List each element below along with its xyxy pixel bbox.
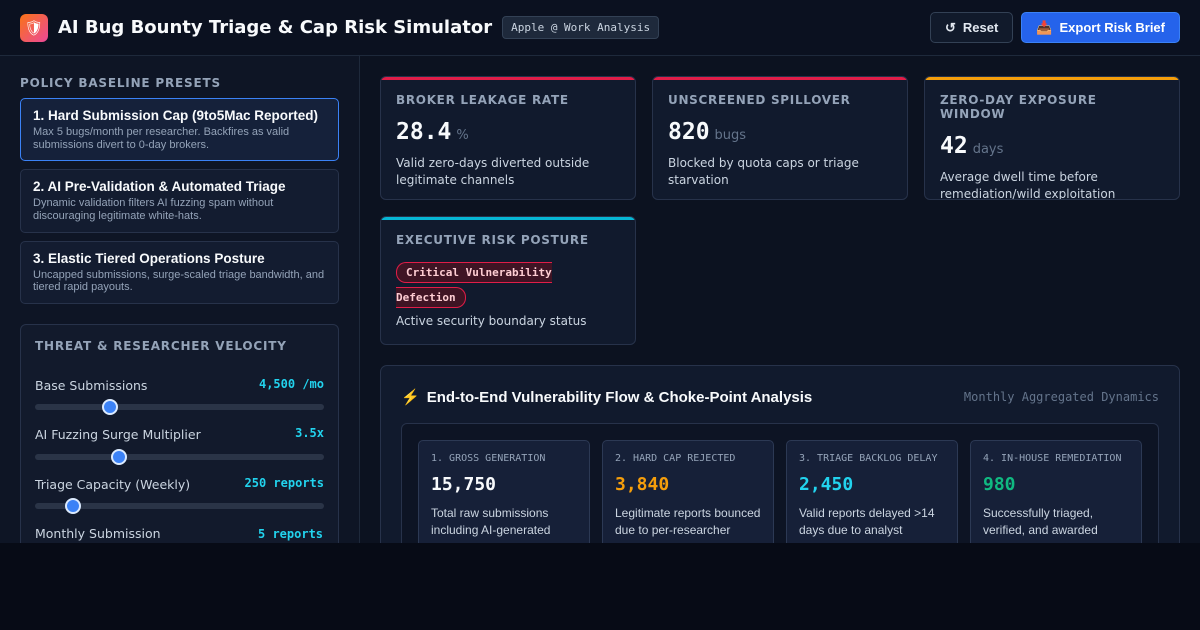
reset-button[interactable]: ↺ Reset — [930, 12, 1014, 43]
card-description: Active security boundary status — [396, 314, 587, 328]
header-bar: 🛡 AI Bug Bounty Triage & Cap Risk Simula… — [0, 0, 1200, 56]
reset-label: Reset — [962, 20, 999, 35]
shield-logo-icon: 🛡 — [20, 13, 48, 42]
preset-title: 2. AI Pre-Validation & Automated Triage — [33, 179, 286, 195]
stage-in-house-remediation: 4. IN-HOUSE REMEDIATION 980 Successfully… — [970, 440, 1142, 543]
vulnerability-flow-panel: ⚡ End-to-End Vulnerability Flow & Choke-… — [380, 365, 1180, 543]
triage-capacity-slider[interactable] — [35, 498, 324, 515]
preset-title: 1. Hard Submission Cap (9to5Mac Reported… — [33, 108, 319, 123]
stage-description: Successfully triaged, verified, and awar… — [983, 506, 1098, 543]
control-value: 250 reports — [244, 475, 324, 490]
card-description: Average dwell time before remediation/wi… — [940, 170, 1116, 200]
stage-description: Legitimate reports bounced due to per-re… — [615, 506, 761, 543]
velocity-panel: Threat & Researcher Velocity Base Submis… — [20, 323, 339, 543]
unscreened-spillover-value: 820 — [668, 119, 710, 145]
card-label: Executive Risk Posture — [396, 233, 589, 247]
preset-desc: Max 5 bugs/month per researcher. Backfir… — [33, 126, 290, 151]
slider-thumb[interactable] — [102, 399, 119, 416]
control-label: Base Submissions — [35, 377, 148, 393]
preset-desc: Dynamic validation filters AI fuzzing sp… — [33, 197, 274, 222]
slider-thumb[interactable] — [64, 498, 81, 515]
sidebar: Policy Baseline Presets 1. Hard Submissi… — [0, 56, 360, 543]
zero-day-exposure-value: 42 — [940, 133, 968, 159]
preset-elastic-tiered[interactable]: 3. Elastic Tiered Operations Posture Unc… — [20, 240, 339, 304]
flow-title: End-to-End Vulnerability Flow & Choke-Po… — [426, 388, 813, 406]
submission-cap-control: Monthly Submission Cap/Researcher 5 repo… — [35, 525, 324, 543]
header-actions: ↺ Reset 📥 Export Risk Brief — [930, 12, 1180, 43]
stage-label: 2. HARD CAP REJECTED — [615, 453, 736, 464]
metric-unit: % — [456, 128, 469, 143]
app-window: 🛡 AI Bug Bounty Triage & Cap Risk Simula… — [0, 0, 1200, 543]
unscreened-spillover-card: Unscreened Spillover 820 bugs Blocked by… — [652, 76, 908, 200]
stage-description: Total raw submissions including AI-gener… — [431, 506, 551, 543]
control-value: 3.5x — [295, 426, 324, 441]
card-label: Broker Leakage Rate — [396, 93, 569, 107]
stage-hard-cap-rejected: 2. HARD CAP REJECTED 3,840 Legitimate re… — [602, 440, 774, 543]
stage-gross-generation: 1. GROSS GENERATION 15,750 Total raw sub… — [418, 440, 590, 543]
card-description: Blocked by quota caps or triage starvati… — [668, 156, 859, 187]
base-submissions-slider[interactable] — [35, 399, 324, 416]
stage-label: 1. GROSS GENERATION — [431, 453, 546, 464]
broker-leakage-value: 28.4 — [396, 119, 452, 145]
export-label: Export Risk Brief — [1059, 20, 1165, 35]
reset-icon: ↺ — [945, 19, 956, 35]
stage-value: 15,750 — [431, 474, 497, 495]
presets-heading: Policy Baseline Presets — [20, 76, 221, 90]
export-risk-brief-button[interactable]: 📥 Export Risk Brief — [1021, 12, 1180, 43]
executive-risk-posture-card: Executive Risk Posture Critical Vulnerab… — [380, 216, 636, 345]
export-icon: 📥 — [1036, 19, 1053, 35]
control-label: Monthly Submission Cap/Researcher — [35, 526, 161, 542]
preset-hard-cap[interactable]: 1. Hard Submission Cap (9to5Mac Reported… — [20, 98, 339, 162]
ai-fuzzing-surge-control: AI Fuzzing Surge Multiplier 3.5x — [35, 426, 324, 465]
stage-label: 3. TRIAGE BACKLOG DELAY — [799, 453, 938, 464]
control-label: AI Fuzzing Surge Multiplier — [35, 427, 201, 443]
stage-value: 3,840 — [615, 474, 670, 495]
control-label: Triage Capacity (Weekly) — [35, 476, 191, 492]
slider-thumb[interactable] — [110, 448, 127, 465]
preset-ai-pre-validation[interactable]: 2. AI Pre-Validation & Automated Triage … — [20, 169, 339, 233]
preset-title: 3. Elastic Tiered Operations Posture — [33, 250, 265, 266]
preset-desc: Uncapped submissions, surge-scaled triag… — [33, 268, 325, 294]
metric-unit: days — [972, 142, 1004, 157]
stage-value: 980 — [983, 474, 1016, 495]
control-value: 4,500 /mo — [258, 376, 324, 391]
flow-stages: 1. GROSS GENERATION 15,750 Total raw sub… — [401, 423, 1159, 543]
card-label: Zero-Day Exposure Window — [940, 93, 1097, 121]
triage-capacity-control: Triage Capacity (Weekly) 250 reports — [35, 475, 324, 515]
control-value: 5 reports — [258, 527, 324, 542]
metric-unit: bugs — [714, 128, 747, 143]
stage-value: 2,450 — [799, 474, 854, 495]
stage-triage-backlog: 3. TRIAGE BACKLOG DELAY 2,450 Valid repo… — [786, 440, 958, 543]
ai-fuzzing-surge-slider[interactable] — [35, 448, 324, 465]
velocity-heading: Threat & Researcher Velocity — [35, 338, 287, 353]
stage-description: Valid reports delayed >14 days due to an… — [799, 506, 935, 543]
zero-day-exposure-card: Zero-Day Exposure Window 42 days Average… — [924, 76, 1180, 200]
app-title: AI Bug Bounty Triage & Cap Risk Simulato… — [58, 17, 493, 38]
broker-leakage-card: Broker Leakage Rate 28.4 % Valid zero-da… — [380, 76, 636, 200]
flow-subtitle: Monthly Aggregated Dynamics — [963, 390, 1159, 404]
stage-label: 4. IN-HOUSE REMEDIATION — [983, 453, 1122, 464]
lightning-icon: ⚡ — [401, 389, 420, 406]
base-submissions-control: Base Submissions 4,500 /mo — [35, 376, 324, 416]
card-description: Valid zero-days diverted outside legitim… — [396, 156, 590, 187]
analysis-tag: Apple @ Work Analysis — [502, 16, 660, 39]
risk-status-badge: Critical Vulnerability Defection — [396, 262, 552, 308]
card-label: Unscreened Spillover — [668, 93, 851, 107]
